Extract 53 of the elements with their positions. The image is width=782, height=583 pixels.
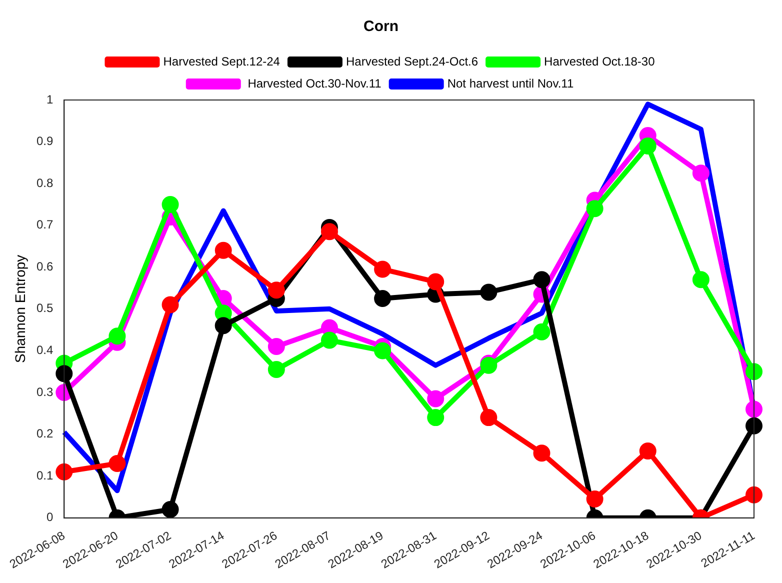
point	[586, 490, 604, 508]
point	[639, 137, 656, 154]
point	[533, 271, 550, 288]
chart-title: Corn	[364, 18, 398, 36]
y-tick-label: 0.4	[36, 343, 54, 358]
legend-label: Harvested Sept.24-Oct.6	[346, 54, 478, 68]
legend-label: Harvested Oct.30-Nov.11	[244, 76, 382, 90]
point	[746, 486, 762, 504]
point	[162, 196, 179, 213]
point	[214, 317, 232, 334]
point	[639, 442, 656, 460]
y-tick-label: 0.6	[36, 259, 54, 274]
y-tick-label: 0.3	[36, 384, 54, 399]
y-tick-label: 0.2	[36, 426, 54, 441]
point	[320, 332, 338, 349]
point	[268, 361, 285, 378]
point	[374, 342, 392, 360]
legend-label: Harvested Sept.12-24	[163, 54, 280, 68]
y-tick-label: 0	[46, 510, 54, 524]
point	[692, 271, 710, 288]
point	[480, 409, 498, 426]
point	[533, 323, 550, 340]
point	[268, 338, 285, 356]
point	[533, 444, 550, 462]
point	[746, 417, 762, 434]
point	[56, 365, 73, 382]
y-tick-label: 1	[46, 92, 54, 106]
point	[214, 242, 232, 259]
point	[268, 282, 285, 299]
point	[586, 200, 604, 218]
legend-label: Harvested Oct.18-30	[544, 54, 656, 68]
point	[320, 223, 338, 240]
point	[162, 296, 179, 314]
y-tick-label: 0.7	[36, 218, 54, 232]
point	[427, 409, 444, 426]
point	[480, 284, 498, 301]
point	[108, 328, 126, 345]
point	[746, 400, 762, 418]
point	[692, 164, 710, 182]
point	[374, 260, 392, 278]
point	[427, 390, 444, 408]
legend-label: Not harvest until Nov.11	[447, 76, 574, 90]
point	[56, 463, 73, 480]
y-tick-label: 0.1	[36, 468, 54, 482]
y-axis-title: Shannon Entropy	[12, 254, 28, 364]
point	[427, 273, 444, 290]
y-tick-label: 0.5	[36, 301, 54, 316]
point	[108, 455, 126, 472]
point	[162, 500, 179, 518]
y-tick-label: 0.9	[36, 134, 54, 148]
point	[374, 290, 392, 307]
y-tick-label: 0.8	[36, 176, 54, 190]
point	[746, 363, 762, 380]
